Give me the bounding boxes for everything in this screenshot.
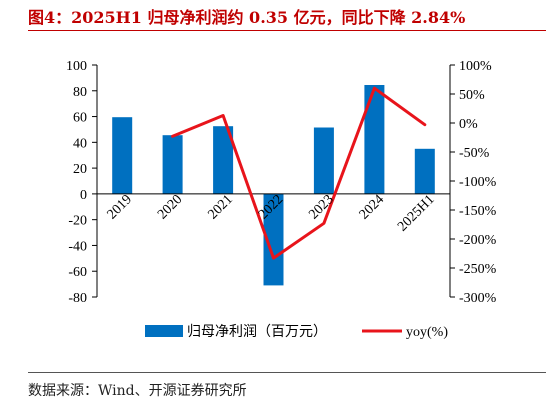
- category-label-2025H1: 2025H1: [395, 192, 438, 235]
- right-tick-label: -100%: [459, 175, 497, 190]
- right-tick-label: -200%: [459, 233, 497, 248]
- category-label-2023: 2023: [306, 192, 336, 222]
- bar-2024: [364, 85, 385, 194]
- bar-2020: [162, 135, 183, 194]
- right-tick-label: -50%: [459, 146, 490, 161]
- source-note: 数据来源：Wind、开源证券研究所: [28, 383, 247, 399]
- legend: 归母净利润（百万元） yoy(%): [145, 323, 448, 340]
- yoy-line: [171, 86, 427, 260]
- left-tick-label: -80: [68, 291, 87, 306]
- legend-bar-label: 归母净利润（百万元）: [187, 323, 327, 340]
- left-tick-label: 20: [73, 162, 87, 177]
- bar-2023: [313, 127, 334, 194]
- left-tick-label: 80: [73, 85, 87, 100]
- bar-2019: [112, 117, 133, 194]
- legend-line-label: yoy(%): [406, 325, 448, 340]
- category-label-2019: 2019: [105, 192, 135, 222]
- source-divider: [28, 372, 546, 373]
- left-tick-label: 40: [73, 136, 87, 151]
- right-tick-label: 0%: [459, 117, 478, 132]
- left-tick-label: -40: [68, 239, 87, 254]
- right-tick-label: -250%: [459, 262, 497, 277]
- bar-2021: [213, 126, 234, 194]
- bar-2022: [263, 193, 284, 286]
- bar-series: [112, 85, 435, 286]
- category-label-2024: 2024: [357, 192, 387, 222]
- right-tick-label: 50%: [459, 88, 485, 103]
- left-tick-label: 0: [80, 188, 87, 203]
- figure-title: 图4：2025H1 归母净利润约 0.35 亿元，同比下降 2.84%: [28, 8, 466, 27]
- axes: [92, 64, 455, 298]
- bar-2025H1: [414, 148, 435, 194]
- left-tick-label: -60: [68, 265, 87, 280]
- left-tick-label: -20: [68, 214, 87, 229]
- right-tick-label: -300%: [459, 291, 497, 306]
- right-tick-label: 100%: [459, 59, 492, 74]
- legend-bar-swatch: [145, 325, 183, 337]
- left-tick-label: 60: [73, 111, 87, 126]
- right-tick-label: -150%: [459, 204, 497, 219]
- category-label-2020: 2020: [155, 192, 185, 222]
- line-series: [171, 86, 427, 260]
- left-tick-label: 100: [66, 59, 87, 74]
- title-divider: [28, 30, 546, 31]
- category-label-2021: 2021: [205, 192, 235, 222]
